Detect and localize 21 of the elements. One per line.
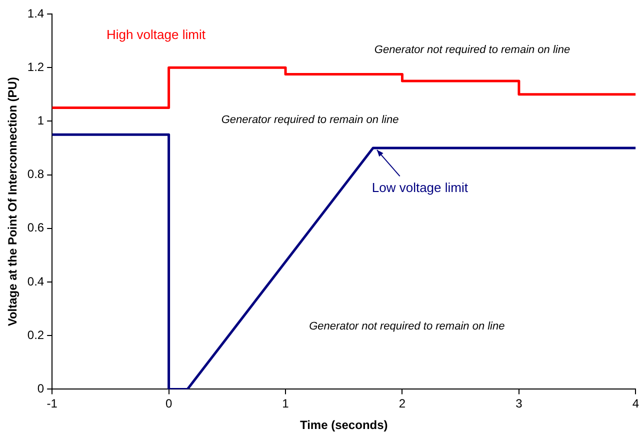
y-tick-label: 1.2 (27, 60, 44, 74)
y-tick-label: 0.2 (27, 328, 44, 342)
y-axis-title: Voltage at the Point Of Interconnection (PU) (6, 77, 20, 326)
y-tick-label: 1.4 (27, 6, 44, 20)
annotation: Generator not required to remain on line (374, 44, 570, 56)
legend-label: Low voltage limit (372, 180, 468, 195)
x-tick-label: -1 (46, 396, 58, 411)
x-tick-label: 0 (165, 396, 172, 411)
y-tick-label: 1 (37, 114, 44, 128)
y-tick-label: 0 (37, 382, 44, 396)
annotation: Generator not required to remain on line (309, 320, 505, 332)
x-tick-label: 4 (632, 396, 640, 411)
series-label: High voltage limit (106, 27, 206, 42)
x-tick-label: 3 (516, 396, 523, 411)
x-tick-label: 2 (398, 396, 406, 411)
y-tick-label: 0.8 (27, 167, 44, 182)
annotation: Generator required to remain on line (221, 114, 399, 126)
x-tick-label: 1 (282, 396, 290, 411)
y-tick-label: 0.6 (27, 220, 44, 235)
y-tick-label: 0.4 (27, 274, 44, 288)
x-axis-title: Time (seconds) (300, 418, 388, 432)
